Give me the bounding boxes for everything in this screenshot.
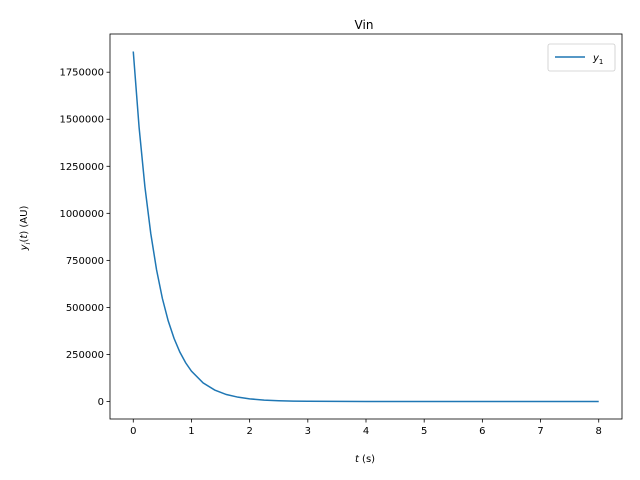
x-tick-label: 7 bbox=[537, 426, 543, 437]
x-tick-label: 8 bbox=[596, 426, 602, 437]
legend: y1 bbox=[547, 43, 616, 72]
plot-area bbox=[132, 51, 599, 403]
y-tick-label: 1500000 bbox=[59, 115, 104, 126]
y-tick-label: 250000 bbox=[66, 350, 104, 361]
x-tick-label: 0 bbox=[130, 426, 136, 437]
x-axis-label: t (s) bbox=[355, 454, 375, 465]
legend-series-label: y1 bbox=[592, 53, 603, 66]
x-tick-label: 3 bbox=[305, 426, 311, 437]
y-tick-label: 1000000 bbox=[59, 209, 104, 220]
x-tick-label: 6 bbox=[479, 426, 485, 437]
y-axis-label: yi(t) (AU) bbox=[19, 206, 32, 252]
y-axis-ticks: 0 250000 500000 750000 1000000 1250000 1500000… bbox=[59, 68, 110, 408]
x-tick-label: 2 bbox=[246, 426, 252, 437]
x-tick-label: 5 bbox=[421, 426, 427, 437]
y-tick-label: 1250000 bbox=[59, 162, 104, 173]
y-tick-label: 750000 bbox=[66, 256, 104, 267]
y-tick-label: 0 bbox=[98, 397, 104, 408]
x-axis-ticks: 0 1 2 3 4 5 6 7 8 bbox=[130, 419, 602, 437]
x-tick-label: 4 bbox=[363, 426, 369, 437]
x-tick-label: 1 bbox=[188, 426, 194, 437]
y-tick-label: 1750000 bbox=[59, 68, 104, 79]
y-tick-label: 500000 bbox=[66, 303, 104, 314]
series-line-0 bbox=[132, 51, 599, 403]
chart-title: Vin bbox=[355, 18, 374, 32]
axes-frame bbox=[109, 33, 623, 420]
